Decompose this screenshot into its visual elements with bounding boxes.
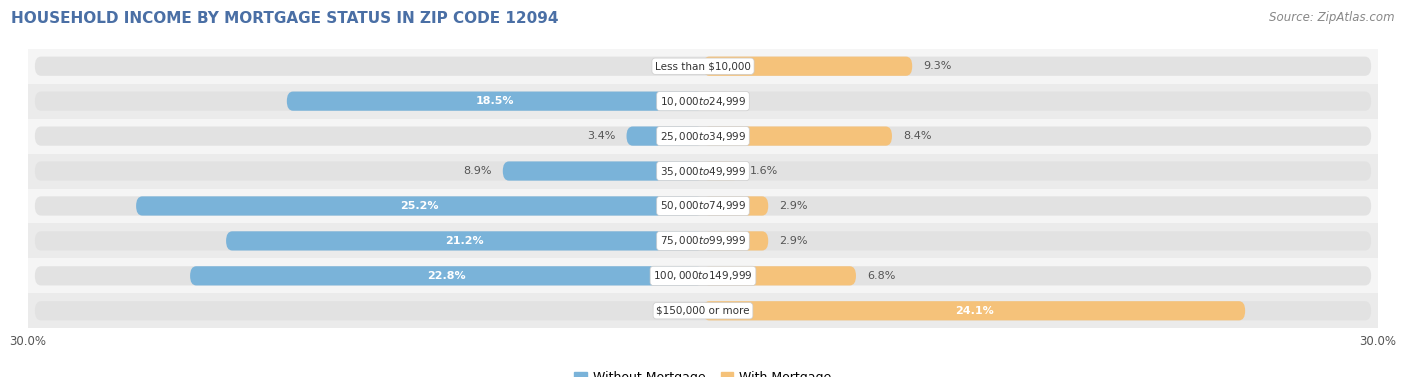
- Text: 25.2%: 25.2%: [401, 201, 439, 211]
- Text: 0.0%: 0.0%: [714, 96, 742, 106]
- FancyBboxPatch shape: [703, 126, 891, 146]
- Text: 3.4%: 3.4%: [586, 131, 616, 141]
- Text: $10,000 to $24,999: $10,000 to $24,999: [659, 95, 747, 108]
- Bar: [28, 293, 1378, 328]
- Text: 0.0%: 0.0%: [664, 306, 692, 316]
- FancyBboxPatch shape: [703, 161, 740, 181]
- FancyBboxPatch shape: [627, 126, 703, 146]
- Bar: [28, 258, 1378, 293]
- FancyBboxPatch shape: [35, 196, 1371, 216]
- FancyBboxPatch shape: [35, 57, 1371, 76]
- Text: 1.6%: 1.6%: [751, 166, 779, 176]
- FancyBboxPatch shape: [136, 196, 703, 216]
- Bar: [28, 49, 1378, 84]
- FancyBboxPatch shape: [226, 231, 703, 251]
- Bar: [28, 188, 1378, 224]
- Text: 2.9%: 2.9%: [779, 201, 808, 211]
- Text: $25,000 to $34,999: $25,000 to $34,999: [659, 130, 747, 143]
- FancyBboxPatch shape: [703, 57, 912, 76]
- Text: 24.1%: 24.1%: [955, 306, 994, 316]
- Text: $75,000 to $99,999: $75,000 to $99,999: [659, 234, 747, 247]
- Text: 2.9%: 2.9%: [779, 236, 808, 246]
- Bar: [28, 84, 1378, 119]
- FancyBboxPatch shape: [703, 266, 856, 285]
- Text: 0.0%: 0.0%: [664, 61, 692, 71]
- Text: 21.2%: 21.2%: [446, 236, 484, 246]
- FancyBboxPatch shape: [35, 161, 1371, 181]
- Text: 18.5%: 18.5%: [475, 96, 515, 106]
- FancyBboxPatch shape: [703, 301, 1246, 320]
- FancyBboxPatch shape: [35, 301, 1371, 320]
- Text: 8.9%: 8.9%: [463, 166, 492, 176]
- FancyBboxPatch shape: [703, 196, 768, 216]
- FancyBboxPatch shape: [35, 92, 1371, 111]
- Text: 8.4%: 8.4%: [903, 131, 932, 141]
- Text: $50,000 to $74,999: $50,000 to $74,999: [659, 199, 747, 213]
- Text: HOUSEHOLD INCOME BY MORTGAGE STATUS IN ZIP CODE 12094: HOUSEHOLD INCOME BY MORTGAGE STATUS IN Z…: [11, 11, 558, 26]
- Bar: [28, 119, 1378, 153]
- Text: 6.8%: 6.8%: [868, 271, 896, 281]
- Text: $35,000 to $49,999: $35,000 to $49,999: [659, 164, 747, 178]
- FancyBboxPatch shape: [287, 92, 703, 111]
- FancyBboxPatch shape: [35, 231, 1371, 251]
- Text: Source: ZipAtlas.com: Source: ZipAtlas.com: [1270, 11, 1395, 24]
- Text: $150,000 or more: $150,000 or more: [657, 306, 749, 316]
- Bar: [28, 224, 1378, 258]
- Legend: Without Mortgage, With Mortgage: Without Mortgage, With Mortgage: [569, 366, 837, 377]
- FancyBboxPatch shape: [190, 266, 703, 285]
- Bar: [28, 153, 1378, 188]
- Text: 9.3%: 9.3%: [924, 61, 952, 71]
- FancyBboxPatch shape: [35, 266, 1371, 285]
- FancyBboxPatch shape: [35, 126, 1371, 146]
- Text: 22.8%: 22.8%: [427, 271, 465, 281]
- Text: $100,000 to $149,999: $100,000 to $149,999: [654, 269, 752, 282]
- FancyBboxPatch shape: [503, 161, 703, 181]
- Text: Less than $10,000: Less than $10,000: [655, 61, 751, 71]
- FancyBboxPatch shape: [703, 231, 768, 251]
